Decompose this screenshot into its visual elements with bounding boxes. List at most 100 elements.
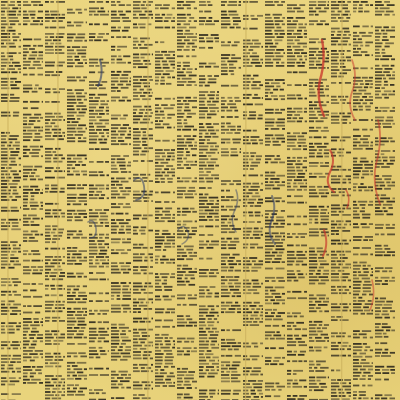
print-dash	[168, 385, 175, 387]
print-dash	[347, 348, 351, 351]
print-dash	[190, 148, 197, 150]
print-dash	[164, 174, 170, 177]
print-dash	[265, 360, 272, 362]
print-dash	[163, 149, 170, 151]
print-dash	[331, 257, 338, 259]
print-dash	[331, 17, 337, 19]
print-dash	[297, 297, 307, 300]
print-dash	[234, 116, 239, 118]
print-dash	[77, 52, 87, 55]
print-dash	[353, 236, 363, 238]
print-dash	[221, 364, 225, 367]
print-dash	[74, 39, 83, 42]
print-dash	[304, 29, 307, 32]
print-dash	[313, 389, 324, 392]
print-dash	[188, 251, 193, 254]
print-dash	[331, 151, 335, 154]
print-dash	[336, 260, 345, 263]
print-dash	[122, 298, 131, 300]
print-dash	[318, 282, 326, 285]
print-dash	[133, 384, 143, 387]
print-dash	[331, 263, 337, 266]
print-dash	[199, 1, 206, 3]
print-dash	[89, 309, 92, 312]
print-dash	[94, 367, 104, 370]
print-dash	[111, 114, 121, 117]
print-dash	[186, 167, 191, 169]
print-dash	[382, 372, 390, 374]
print-dash	[128, 282, 131, 284]
print-dash	[221, 377, 230, 380]
print-dash	[331, 285, 336, 288]
print-dash	[1, 160, 9, 163]
print-dash	[265, 222, 272, 225]
print-dash	[29, 54, 37, 57]
print-dash	[320, 212, 327, 214]
print-dash	[294, 179, 303, 182]
print-dash	[6, 176, 12, 179]
print-dash	[50, 247, 61, 250]
print-dash	[292, 290, 302, 293]
print-dash	[39, 145, 43, 148]
print-dash	[206, 171, 211, 173]
print-dash	[309, 142, 313, 145]
print-dash	[55, 52, 65, 54]
print-dash	[31, 155, 39, 158]
print-dash	[140, 95, 146, 97]
print-dash	[52, 209, 62, 212]
print-dash	[276, 26, 282, 29]
print-dash	[331, 250, 336, 253]
print-dash	[41, 356, 43, 359]
print-dash	[375, 207, 380, 209]
print-dash	[155, 311, 164, 314]
print-dash	[199, 132, 203, 135]
print-dash	[243, 74, 251, 77]
print-dash	[67, 89, 73, 91]
print-dash	[125, 187, 131, 189]
print-dash	[81, 236, 87, 239]
print-dash	[155, 239, 165, 242]
print-dash	[57, 61, 65, 64]
print-dash	[177, 258, 185, 261]
print-dash	[265, 58, 272, 61]
print-dash	[221, 338, 225, 341]
print-dash	[177, 106, 183, 109]
print-dash	[375, 106, 379, 109]
print-dash	[172, 242, 175, 245]
print-dash	[235, 285, 241, 288]
print-dash	[106, 197, 109, 200]
print-dash	[276, 124, 285, 127]
print-dash	[331, 207, 341, 210]
print-dash	[29, 201, 38, 204]
print-dash	[331, 148, 337, 151]
print-dash	[186, 71, 192, 74]
print-dash	[161, 76, 165, 79]
print-dash	[309, 1, 317, 3]
print-dash	[192, 210, 197, 213]
print-dash	[259, 142, 263, 145]
print-dash	[126, 386, 131, 389]
print-dash	[89, 272, 94, 274]
print-dash	[1, 228, 9, 231]
print-dash	[89, 93, 96, 96]
print-dash	[375, 116, 385, 119]
print-dash	[133, 112, 136, 114]
print-dash	[1, 84, 9, 86]
print-dash	[309, 389, 313, 392]
print-dash	[161, 276, 168, 279]
print-dash	[368, 76, 373, 79]
print-dash	[23, 116, 28, 119]
print-dash	[265, 49, 275, 51]
print-dash	[53, 339, 64, 342]
print-dash	[116, 158, 125, 161]
print-dash	[111, 291, 121, 294]
print-dash	[298, 145, 302, 147]
print-dash	[1, 294, 6, 296]
print-dash	[111, 136, 117, 139]
print-dash	[274, 356, 281, 359]
print-dash	[297, 97, 303, 100]
print-dash	[111, 117, 118, 120]
print-dash	[23, 148, 31, 151]
print-dash	[177, 186, 187, 189]
print-dash	[1, 341, 11, 343]
